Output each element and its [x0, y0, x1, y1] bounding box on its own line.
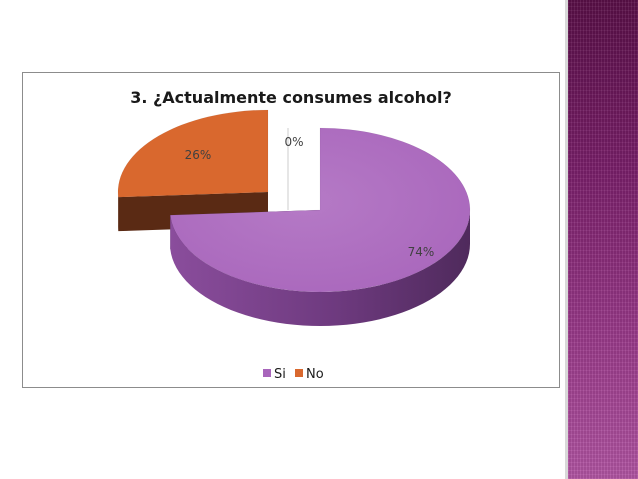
data-labels: 74% 26% 0% — [185, 135, 435, 259]
data-label-zero: 0% — [284, 135, 303, 149]
side-band-edge — [565, 0, 569, 479]
pie-chart: 3. ¿Actualmente consumes alcohol? 74% 26… — [117, 88, 471, 382]
decorative-side-band — [568, 0, 638, 479]
legend-label-si: Si — [274, 367, 286, 382]
chart-legend: Si No — [263, 367, 324, 382]
pie-slices — [117, 109, 471, 326]
pie-slice-no-top — [117, 109, 269, 198]
data-label-si: 74% — [408, 245, 435, 259]
legend-swatch-si — [263, 369, 271, 377]
pie-slice-si-top — [170, 127, 471, 293]
data-label-no: 26% — [185, 148, 212, 162]
legend-label-no: No — [306, 367, 324, 382]
pie-slice-si-outer-wall — [170, 209, 470, 326]
chart-title: 3. ¿Actualmente consumes alcohol? — [130, 88, 452, 107]
chart-frame: 3. ¿Actualmente consumes alcohol? 74% 26… — [22, 72, 560, 388]
legend-swatch-no — [295, 369, 303, 377]
pie-slice-si — [170, 127, 471, 326]
